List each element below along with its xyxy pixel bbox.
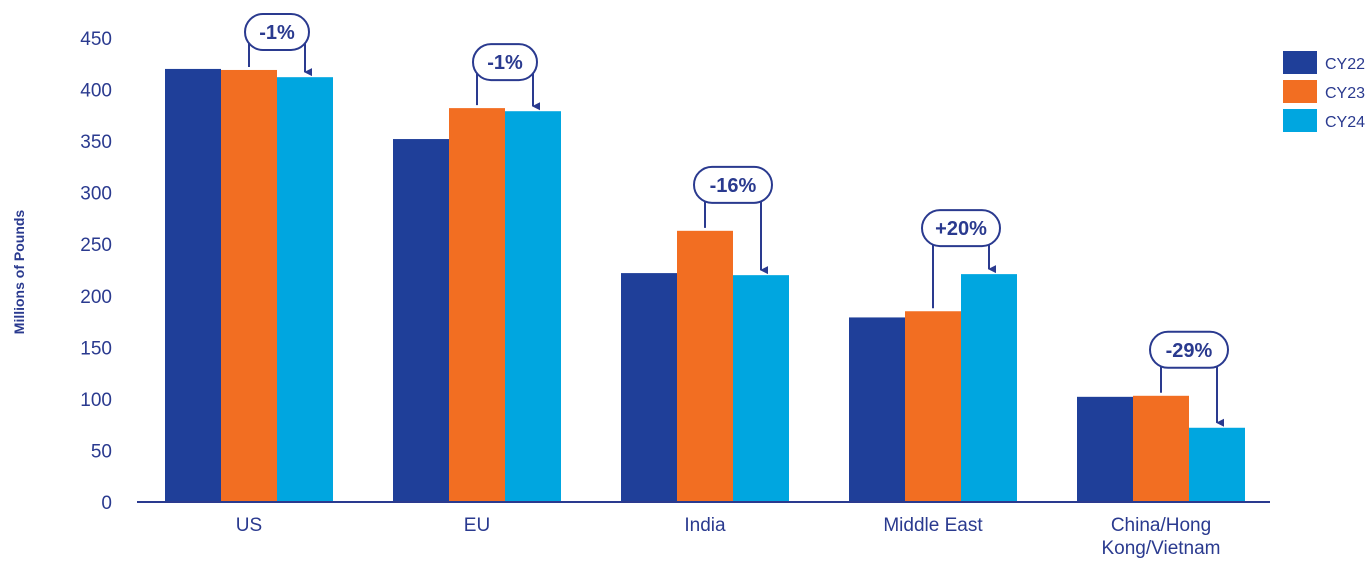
- annotation-label: -1%: [487, 52, 523, 74]
- x-tick-label: US: [236, 515, 262, 536]
- annotation-pill: [693, 165, 773, 204]
- y-tick-label: 0: [101, 493, 112, 514]
- y-tick-label: 250: [80, 235, 112, 256]
- annotation-1: -1%: [472, 43, 540, 111]
- legend: CY22 CY23 CY24: [1283, 51, 1365, 132]
- x-tick-label: EU: [464, 515, 490, 536]
- bar-cy23-3: [905, 311, 961, 502]
- bar-cy24-0: [277, 77, 333, 502]
- legend-swatch: [1283, 80, 1317, 103]
- bar-cy22-3: [849, 317, 905, 502]
- x-tick-label: Middle East: [883, 515, 983, 536]
- legend-swatch: [1283, 109, 1317, 132]
- x-tick-label: China/Hong: [1111, 515, 1211, 536]
- bar-cy22-2: [621, 273, 677, 502]
- annotation-pill: [472, 43, 538, 82]
- x-axis-labels: US EU India Middle East China/HongKong/Vietn…: [236, 515, 1221, 559]
- y-tick-label: 450: [80, 29, 112, 50]
- bar-cy22-4: [1077, 396, 1133, 502]
- y-axis-ticks: 0 50 100 150 200 250 300 350 400 450: [80, 29, 112, 514]
- bar-cy22-1: [393, 139, 449, 502]
- bar-cy24-4: [1189, 427, 1245, 502]
- legend-item-cy24: CY24: [1283, 109, 1365, 132]
- legend-label: CY22: [1325, 56, 1365, 73]
- annotation-pill: [921, 209, 1001, 248]
- bar-cy23-4: [1133, 395, 1189, 502]
- y-tick-label: 200: [80, 287, 112, 308]
- bar-cy23-2: [677, 230, 733, 502]
- bar-cy24-1: [505, 111, 561, 502]
- annotation-label: +20%: [935, 218, 987, 240]
- y-tick-label: 400: [80, 81, 112, 102]
- annotation-0: -1%: [244, 13, 312, 77]
- bar-cy23-0: [221, 69, 277, 502]
- annotation-label: -16%: [710, 175, 757, 197]
- bar-cy24-3: [961, 274, 1017, 502]
- legend-item-cy23: CY23: [1283, 80, 1365, 103]
- annotation-2: -16%: [693, 165, 773, 275]
- y-tick-label: 50: [91, 441, 112, 462]
- x-tick-label: Kong/Vietnam: [1101, 538, 1220, 559]
- y-tick-label: 300: [80, 184, 112, 205]
- legend-swatch: [1283, 51, 1317, 74]
- legend-item-cy22: CY22: [1283, 51, 1365, 74]
- y-tick-label: 100: [80, 390, 112, 411]
- bar-cy24-2: [733, 275, 789, 502]
- legend-label: CY23: [1325, 85, 1365, 102]
- annotation-label: -29%: [1166, 340, 1213, 362]
- y-axis-label: Millions of Pounds: [11, 210, 27, 335]
- change-annotations: -1% -1% -16% +20% -29%: [244, 13, 1229, 427]
- annotation-pill: [244, 13, 310, 51]
- bars: [165, 68, 1245, 503]
- bar-cy22-0: [165, 68, 221, 502]
- annotation-pill: [1149, 330, 1229, 369]
- annotation-3: +20%: [921, 209, 1001, 309]
- legend-label: CY24: [1325, 114, 1365, 131]
- y-tick-label: 350: [80, 132, 112, 153]
- annotation-4: -29%: [1149, 330, 1229, 427]
- y-tick-label: 150: [80, 338, 112, 359]
- x-tick-label: India: [684, 515, 726, 536]
- annotation-label: -1%: [259, 22, 295, 44]
- bar-cy23-1: [449, 108, 505, 503]
